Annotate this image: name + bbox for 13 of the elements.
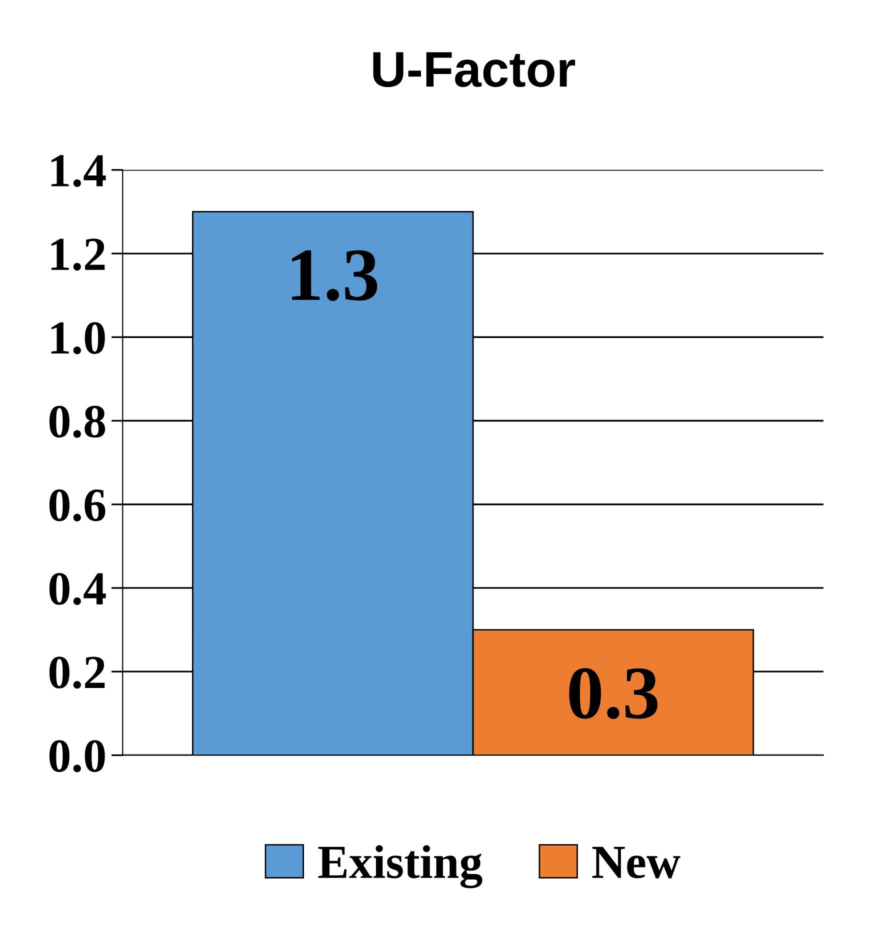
y-tick-label: 0.2 xyxy=(49,656,105,689)
chart-title: U-Factor xyxy=(373,52,576,88)
y-tick-label: 1.2 xyxy=(51,238,105,271)
y-tick-label: 1.4 xyxy=(51,155,106,187)
y-tick-label: 1.0 xyxy=(51,322,105,354)
y-tick-label: 0.0 xyxy=(49,740,105,772)
y-tick-label: 0.6 xyxy=(49,489,106,522)
data-label: 0.3 xyxy=(569,668,658,720)
legend-label: New xyxy=(592,846,680,878)
legend-label: Existing xyxy=(318,845,482,888)
y-tick-label: 0.8 xyxy=(49,406,106,438)
data-label: 1.3 xyxy=(292,250,378,301)
y-tick-label: 0.4 xyxy=(49,572,106,606)
